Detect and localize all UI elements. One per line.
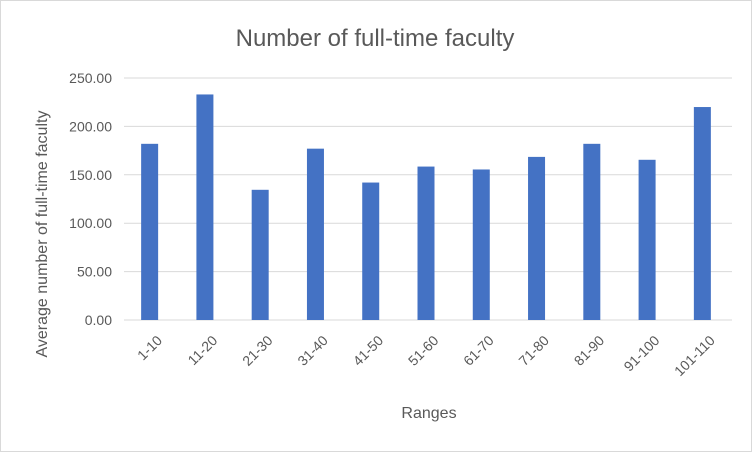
bar-11-20 xyxy=(196,94,214,321)
x-tick-label: 61-70 xyxy=(460,332,497,369)
bar-1-10 xyxy=(141,143,159,320)
x-tick-label: 51-60 xyxy=(405,332,442,369)
bar-61-70 xyxy=(472,169,490,320)
bars xyxy=(141,94,711,321)
x-axis-ticks: 1-10 11-20 21-30 31-40 41-50 51-60 61-70 71-80 8… xyxy=(134,332,718,379)
y-axis-title: Average number of full-time faculty xyxy=(34,111,51,358)
gridlines xyxy=(124,77,732,321)
x-tick-label: 21-30 xyxy=(239,332,276,369)
chart-title: Number of full-time faculty xyxy=(236,25,515,52)
bar-21-30 xyxy=(251,189,269,320)
y-tick-label: 200.00 xyxy=(69,118,112,134)
x-tick-label: 11-20 xyxy=(184,332,220,368)
x-tick-label: 91-100 xyxy=(620,332,662,374)
y-tick-label: 100.00 xyxy=(69,215,112,231)
y-tick-label: 50.00 xyxy=(77,264,112,280)
x-tick-label: 101-110 xyxy=(671,332,718,379)
bar-91-100 xyxy=(638,159,656,320)
bar-31-40 xyxy=(306,148,324,320)
y-tick-label: 0.00 xyxy=(85,312,112,328)
y-tick-label: 250.00 xyxy=(69,70,112,86)
bar-81-90 xyxy=(583,143,601,320)
x-tick-label: 81-90 xyxy=(571,332,608,369)
x-tick-label: 71-80 xyxy=(515,332,552,369)
bar-41-50 xyxy=(362,182,380,320)
y-tick-label: 150.00 xyxy=(69,167,112,183)
x-tick-label: 41-50 xyxy=(350,332,387,369)
y-axis-ticks: 0.00 50.00 100.00 150.00 200.00 250.00 xyxy=(69,70,112,328)
bar-71-80 xyxy=(528,156,546,320)
x-tick-label: 31-40 xyxy=(294,332,331,369)
x-tick-label: 1-10 xyxy=(134,332,165,363)
bar-101-110 xyxy=(693,107,711,320)
bar-51-60 xyxy=(417,166,435,320)
x-axis-title: Ranges xyxy=(401,405,456,422)
